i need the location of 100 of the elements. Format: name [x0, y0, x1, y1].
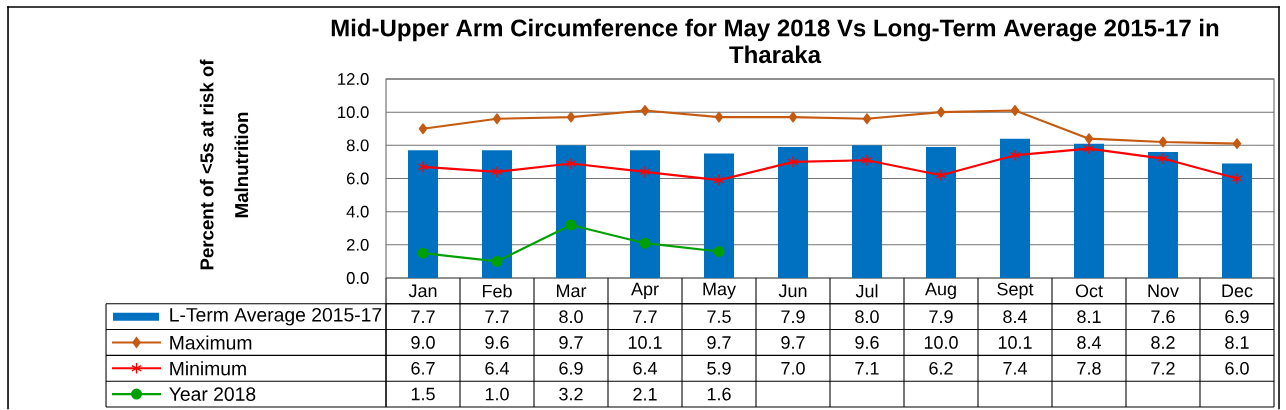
- x-tick-label: Mar: [556, 284, 587, 298]
- data-label: 9.7: [559, 336, 583, 349]
- x-tick-label: May: [703, 282, 736, 299]
- point: [417, 247, 429, 259]
- point: [640, 105, 650, 116]
- data-label: 9.0: [411, 336, 435, 349]
- chart-title: Mid-Upper Arm Circumference for May 2018 Vs Long-Term Average 2015-17 in Tharaka: [331, 18, 1219, 64]
- point: [1083, 142, 1095, 155]
- data-label: 1.5: [411, 387, 435, 401]
- y-tick-label: 8.0: [346, 139, 369, 152]
- x-tick-label: Feb: [482, 284, 512, 298]
- point: [713, 174, 725, 187]
- point: [861, 154, 873, 167]
- point: [417, 160, 429, 173]
- data-label: 2.1: [633, 387, 657, 401]
- data-label: 10.1: [628, 336, 662, 349]
- data-label: 7.8: [1077, 361, 1101, 375]
- point: [492, 113, 502, 125]
- data-label: 9.7: [707, 336, 731, 349]
- point: [713, 245, 725, 257]
- data-label: 9.6: [855, 336, 879, 349]
- data-label: 9.7: [781, 336, 805, 349]
- data-label: 9.6: [485, 336, 509, 349]
- point: [491, 255, 503, 267]
- data-label: 6.0: [1225, 361, 1249, 375]
- point: [862, 113, 872, 125]
- y-tick-label: 12.0: [338, 73, 369, 85]
- bar: [630, 150, 660, 278]
- point: [935, 169, 947, 182]
- data-label: 7.4: [1003, 362, 1027, 375]
- y-tick-label: 4.0: [346, 205, 369, 218]
- point: [418, 123, 428, 135]
- data-label: 7.2: [1151, 362, 1175, 375]
- point: [1010, 105, 1020, 116]
- data-label: 8.1: [1225, 336, 1249, 349]
- data-label: 6.7: [411, 361, 435, 375]
- bar: [778, 146, 808, 278]
- bar: [1147, 151, 1178, 278]
- x-tick-label: Oct: [1075, 284, 1103, 298]
- data-label: 6.9: [559, 361, 583, 375]
- point: [714, 111, 724, 123]
- data-label: 10.1: [998, 336, 1032, 349]
- data-label: 8.0: [559, 310, 583, 324]
- data-label: 6.4: [633, 361, 657, 375]
- data-label: 7.7: [633, 310, 657, 323]
- x-tick-label: Aug: [925, 282, 956, 299]
- data-label: 5.9: [707, 361, 731, 375]
- point: [1157, 152, 1169, 165]
- point: [565, 157, 577, 170]
- x-tick-label: Jul: [855, 284, 878, 298]
- x-tick-label: Sept: [997, 282, 1034, 300]
- data-label: 7.0: [781, 361, 805, 375]
- bar: [482, 150, 513, 278]
- point: [1231, 172, 1243, 185]
- legend-label: Minimum: [170, 361, 246, 376]
- data-label: 8.4: [1077, 336, 1101, 349]
- data-label: 8.0: [855, 310, 879, 324]
- x-tick-label: Nov: [1148, 284, 1179, 298]
- bar: [1000, 138, 1030, 278]
- data-label: 7.9: [781, 310, 805, 324]
- x-tick-label: Jan: [408, 284, 437, 298]
- point: [787, 155, 799, 168]
- data-label: 7.5: [707, 310, 731, 323]
- data-label: 7.1: [855, 362, 879, 375]
- bar: [556, 145, 587, 278]
- bar: [1221, 163, 1252, 278]
- legend-label: Year 2018: [169, 387, 256, 401]
- data-label: 7.6: [1151, 310, 1175, 324]
- data-label: 6.4: [485, 361, 509, 375]
- point: [639, 165, 651, 178]
- point: [1009, 149, 1021, 162]
- y-tick-label: 10.0: [338, 106, 369, 119]
- data-label: 1.6: [707, 387, 731, 401]
- point: [936, 106, 946, 118]
- data-label: 7.7: [411, 310, 435, 323]
- y-tick-label: 0.0: [346, 272, 369, 284]
- data-label: 8.1: [1077, 310, 1101, 324]
- y-tick-label: 2.0: [346, 238, 369, 251]
- y-axis-title: Percent of <5s at risk of Malnutrition: [199, 59, 249, 270]
- data-label: 6.9: [1225, 310, 1249, 324]
- bar: [704, 153, 734, 278]
- point: [491, 165, 503, 178]
- point: [566, 111, 576, 123]
- bar: [1074, 143, 1104, 278]
- bar: [852, 145, 882, 278]
- data-label: 8.2: [1151, 336, 1175, 349]
- point: [1232, 138, 1242, 150]
- data-label: 3.2: [559, 387, 583, 401]
- point: [639, 237, 651, 249]
- legend-label: L-Term Average 2015-17: [170, 307, 382, 326]
- bar: [926, 146, 956, 278]
- point: [1158, 136, 1168, 148]
- bar: [408, 150, 439, 278]
- data-label: 8.4: [1003, 310, 1027, 324]
- data-label: 7.7: [485, 310, 509, 323]
- point: [1084, 133, 1094, 145]
- data-label: 7.9: [929, 310, 953, 324]
- data-label: 10.0: [924, 336, 958, 349]
- point: [565, 219, 577, 231]
- point: [788, 111, 798, 123]
